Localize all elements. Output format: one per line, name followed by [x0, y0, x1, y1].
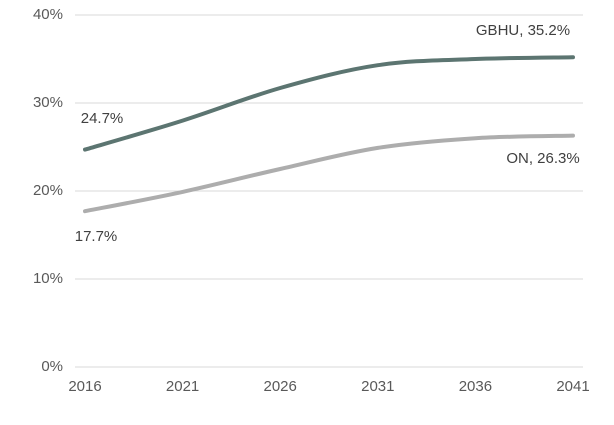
y-tick-label: 0%	[41, 358, 63, 375]
series-line-on	[83, 133, 575, 214]
x-tick-label: 2016	[68, 378, 102, 395]
y-tick-label: 20%	[32, 182, 63, 199]
x-tick-label: 2026	[263, 378, 297, 395]
data-label-gbhu-start: 24.7%	[80, 110, 124, 127]
y-tick-label: 10%	[32, 270, 63, 287]
y-tick-label: 40%	[32, 6, 63, 23]
data-label-on-start: 17.7%	[74, 228, 118, 245]
y-tick-label: 30%	[32, 94, 63, 111]
x-tick-label: 2021	[165, 378, 200, 395]
x-tick-label: 2041	[556, 378, 590, 395]
data-label-gbhu-end: GBHU, 35.2%	[475, 22, 571, 39]
data-label-on-end: ON, 26.3%	[506, 150, 580, 167]
x-tick-label: 2036	[458, 378, 493, 395]
series-line-gbhu	[83, 55, 575, 152]
x-tick-label: 2031	[361, 378, 395, 395]
